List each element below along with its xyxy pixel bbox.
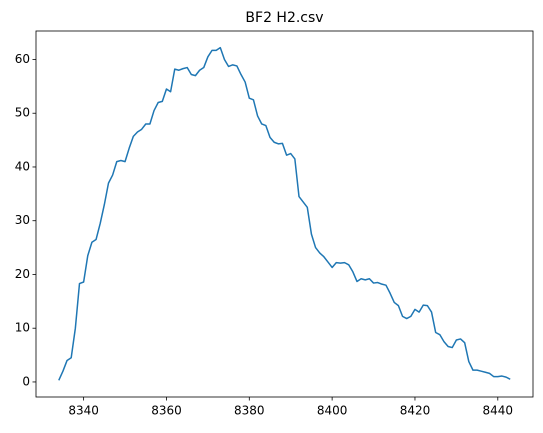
y-tick-label: 60	[15, 52, 30, 66]
y-tick-label: 10	[15, 321, 30, 335]
y-tick-label: 30	[15, 213, 30, 227]
y-tick-label: 0	[22, 374, 30, 388]
chart-title: BF2 H2.csv	[245, 10, 323, 26]
x-tick-label: 8380	[234, 404, 265, 418]
x-tick-label: 8340	[68, 404, 99, 418]
x-tick-label: 8360	[151, 404, 182, 418]
y-tick-label: 40	[15, 159, 30, 173]
y-tick-label: 50	[15, 106, 30, 120]
plot-frame	[35, 30, 534, 398]
data-line	[58, 46, 511, 381]
x-tick-label: 8420	[400, 404, 431, 418]
y-tick-label: 20	[15, 267, 30, 281]
x-tick-label: 8440	[483, 404, 514, 418]
x-tick-label: 8400	[317, 404, 348, 418]
